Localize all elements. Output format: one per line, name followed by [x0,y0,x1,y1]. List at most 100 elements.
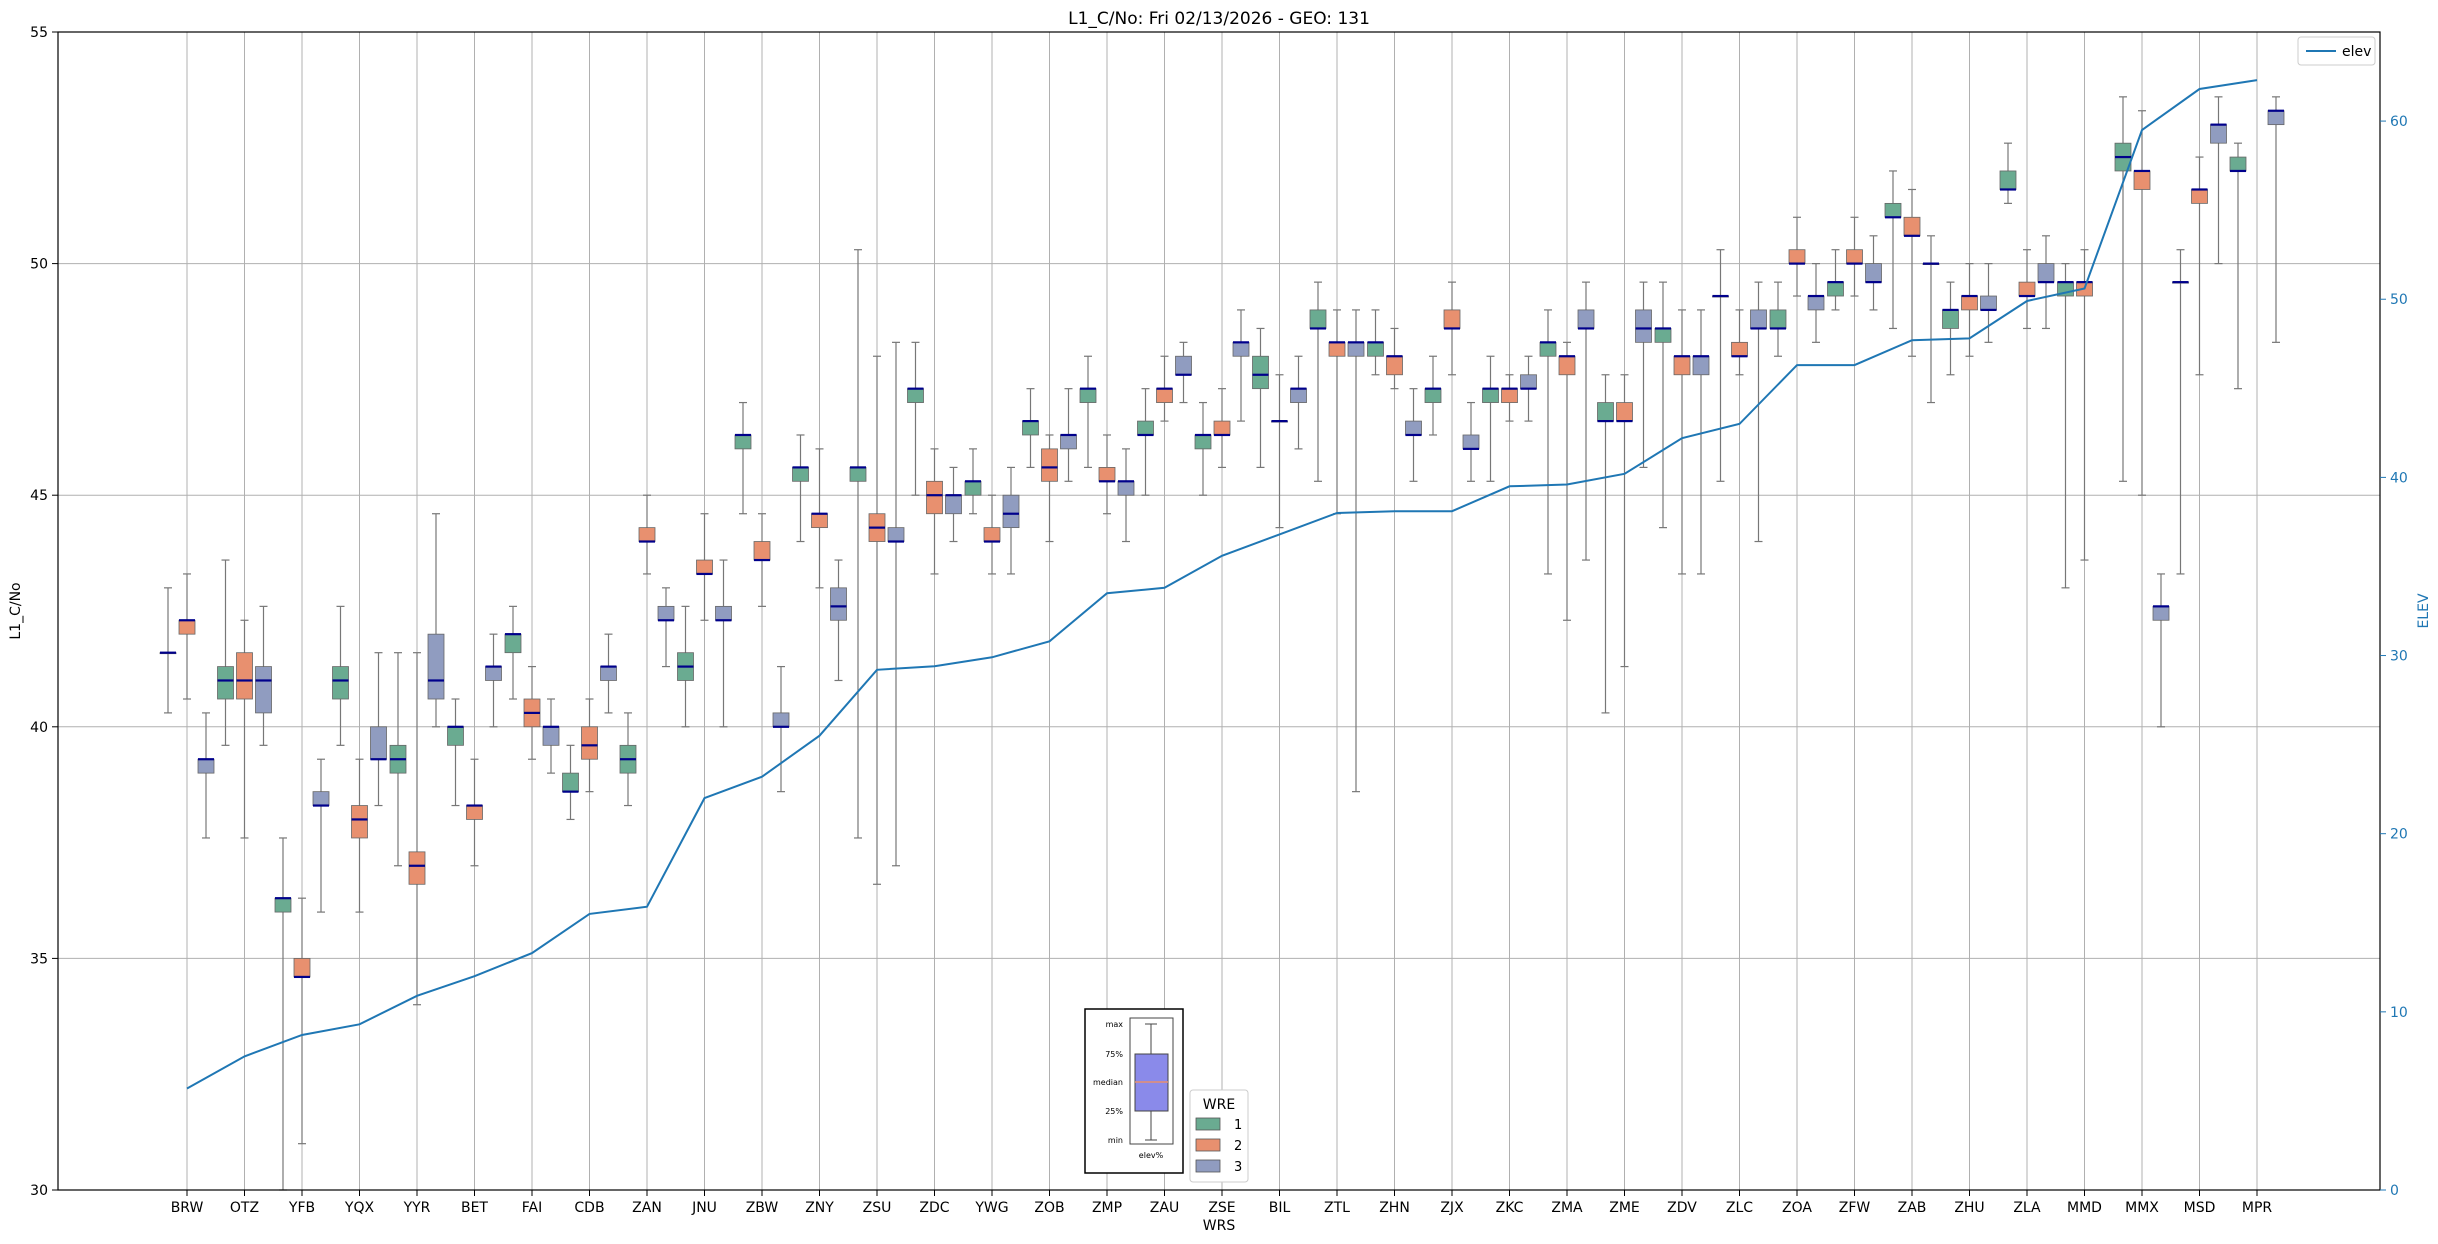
box-wre-1 [734,434,752,450]
box-key-label-max: max [1106,1020,1124,1029]
x-tick-label: ZHU [1954,1200,1984,1216]
box-wre-2 [466,805,483,820]
y-tick-label: 30 [30,1183,48,1199]
box-wre-1 [1769,309,1787,329]
x-tick-label: BIL [1269,1200,1291,1216]
wre-legend-swatch-1 [1195,1117,1221,1131]
y-tick-label: 35 [30,951,48,967]
x-tick-label: ZAB [1898,1200,1927,1216]
x-tick-label: ZOB [1034,1200,1064,1216]
x-tick-label: ZMP [1092,1200,1122,1216]
y-tick-label: 50 [30,257,48,273]
x-tick-label: ZSE [1208,1200,1235,1216]
x-tick-label: MPR [2242,1200,2273,1216]
y2-tick-label: 40 [2390,470,2408,486]
box-wre-1 [1999,170,2017,190]
x-tick-label: YFB [288,1200,315,1216]
box-wre-2 [2133,170,2151,190]
box-wre-2 [1731,341,1748,357]
y2-tick-label: 10 [2390,1005,2408,1021]
box-wre-1 [447,726,464,746]
x-tick-label: OTZ [230,1200,259,1216]
elev-line-layer [186,79,2258,1090]
box-wre-3 [945,494,962,515]
box-wre-1 [1079,388,1097,403]
box-key-label-q3: 75% [1105,1050,1123,1059]
box-wre-2 [1443,309,1461,329]
box-wre-2 [293,958,311,978]
box-wre-1 [1137,420,1154,436]
x-tick-label: ZLC [1726,1200,1753,1216]
box-wre-2 [926,480,943,515]
x-tick-label: ZBW [746,1200,779,1216]
y-tick-label: 55 [30,25,48,41]
x-axis-label: WRS [1203,1218,1236,1234]
box-key-label-median: median [1093,1078,1123,1087]
box-wre-1 [1597,402,1614,422]
x-tick-label: YYR [403,1200,431,1216]
box-wre-3 [1980,295,1997,311]
box-wre-3 [887,527,905,542]
wre-legend-swatch-3 [1195,1159,1221,1173]
box-wre-2 [178,619,196,635]
y-axis-label: L1_C/No [8,582,24,639]
y-tick-label: 40 [30,720,48,736]
box-wre-2 [696,559,713,575]
x-tick-label: BET [461,1200,488,1216]
box-wre-2 [1501,388,1518,403]
boxes-layer [159,109,2285,979]
box-wre-3 [1462,434,1480,450]
box-wre-2 [2191,189,2208,204]
x-tick-label: ZFW [1839,1200,1871,1216]
box-wre-2 [811,513,828,529]
box-wre-2 [1961,295,1978,311]
elev-legend: elev [2297,36,2376,66]
box-wre-3 [830,587,847,621]
box-wre-3 [1347,341,1365,357]
box-wre-2 [1213,420,1231,436]
box-wre-2 [581,726,598,760]
wre-legend-frame [1189,1089,1249,1183]
box-wre-3 [1750,309,1767,329]
box-wre-1 [1884,202,1902,218]
box-key: max 75% median 25% min elev% [1084,1008,1184,1174]
plot-frame [57,31,2381,1191]
wre-legend: WRE 1 2 3 [1189,1089,1249,1183]
box-wre-3 [1692,355,1710,376]
elev-line [186,79,2258,1090]
x-tick-label: ZDV [1667,1200,1697,1216]
box-wre-2 [1098,467,1116,482]
x-tick-label: MMX [2125,1200,2159,1216]
box-wre-1 [1482,388,1499,403]
box-wre-2 [1328,341,1346,357]
box-wre-1 [332,666,349,700]
x-tick-label: FAI [522,1200,542,1216]
box-wre-3 [370,726,387,760]
box-wre-2 [1041,448,1058,482]
box-wre-3 [255,666,272,714]
box-wre-1 [1424,388,1442,403]
box-wre-3 [2152,605,2170,621]
box-key-label-min: min [1108,1136,1123,1145]
x-tick-label: CDB [574,1200,604,1216]
box-wre-1 [1827,281,1844,297]
x-tick-label: ZAN [632,1200,662,1216]
y2-tick-label: 50 [2390,292,2408,308]
x-tick-label: YWG [974,1200,1008,1216]
box-wre-1 [504,633,522,654]
box-wre-1 [907,388,924,403]
y-tick-label: 45 [30,488,48,504]
box-wre-2 [983,527,1001,542]
x-tick-label: ZJX [1440,1200,1464,1216]
box-wre-1 [1654,328,1672,343]
box-key-caption: elev% [1139,1151,1164,1160]
box-wre-3 [1290,388,1307,403]
box-wre-3 [2267,110,2285,126]
x-tick-label: ZSU [863,1200,892,1216]
box-wre-1 [2229,156,2247,172]
box-wre-3 [600,666,617,681]
y2-tick-label: 60 [2390,114,2408,130]
box-wre-3 [1577,309,1595,329]
